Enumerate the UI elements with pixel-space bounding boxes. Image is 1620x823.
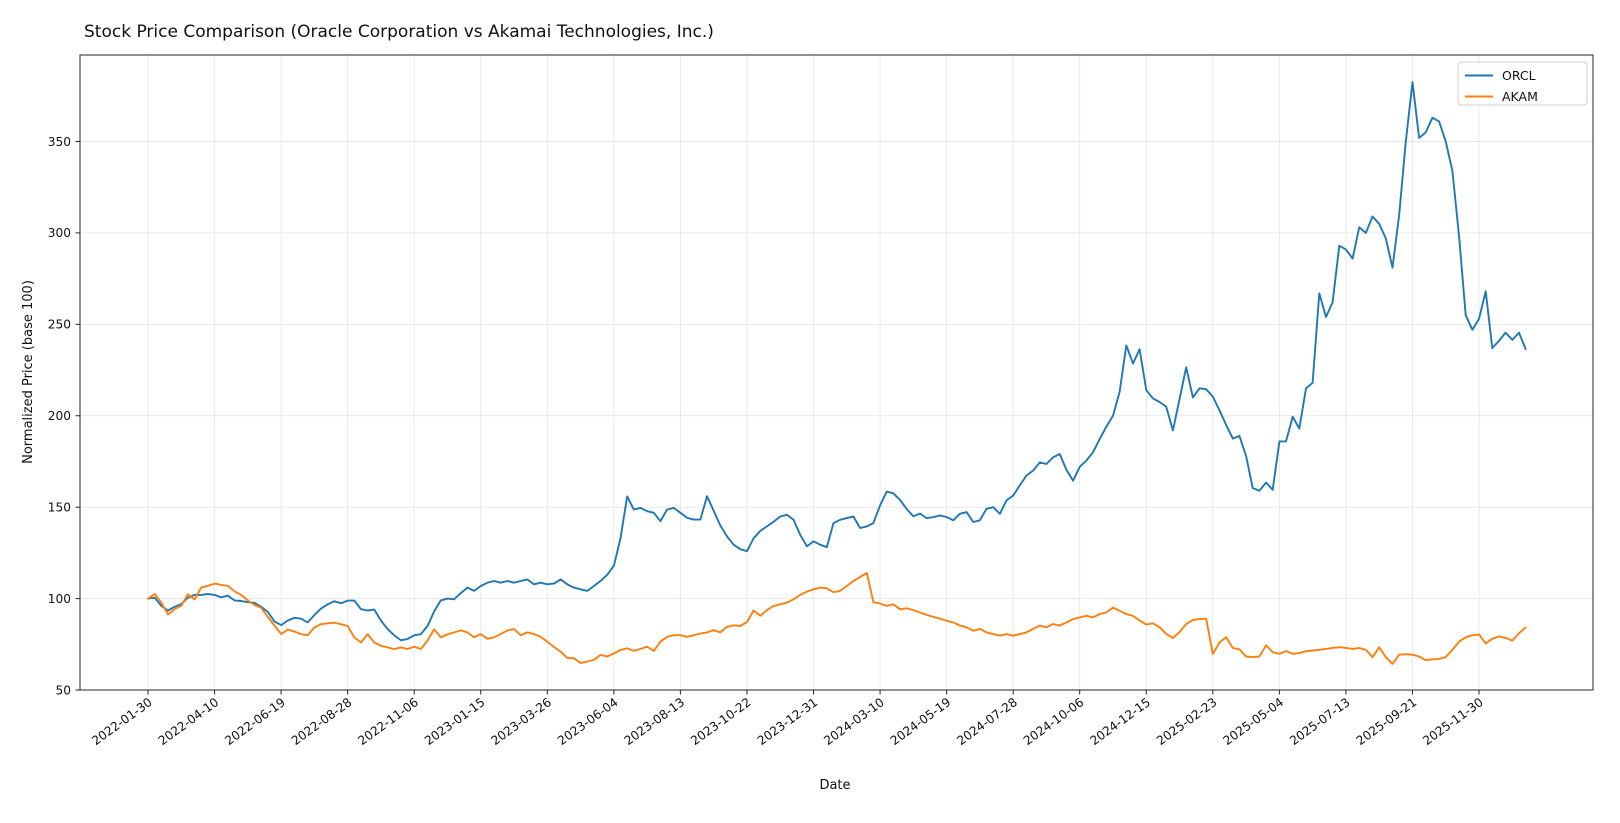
- legend: ORCL AKAM: [1457, 61, 1588, 106]
- x-tick-label: 2024-10-06: [1021, 695, 1087, 748]
- x-tick-label: 2023-08-13: [622, 695, 688, 748]
- y-tick-label: 350: [48, 135, 71, 149]
- x-tick-label: 2025-07-13: [1287, 695, 1353, 748]
- legend-item-orcl: ORCL: [1465, 68, 1536, 83]
- axes-background: [80, 55, 1593, 690]
- x-tick-label: 2024-03-10: [821, 695, 887, 748]
- y-tick-label: 250: [48, 318, 71, 332]
- plot-frame: [79, 54, 1594, 691]
- series-line-akam: [147, 572, 1527, 665]
- chart-title: Stock Price Comparison (Oracle Corporati…: [84, 22, 714, 42]
- x-tick-label: 2025-02-23: [1154, 695, 1220, 748]
- legend-box: [1457, 61, 1588, 106]
- legend-label-akam: AKAM: [1502, 89, 1538, 104]
- plot-area: 50 100 150 200 250 300 350 2022-01-30 2022-04-10…: [48, 54, 1594, 748]
- x-tick-label: 2025-11-30: [1420, 695, 1486, 748]
- x-tick-label: 2022-04-10: [156, 695, 222, 748]
- y-tick-label: 300: [48, 226, 71, 240]
- y-axis-label: Normalized Price (base 100): [21, 280, 36, 464]
- x-tick-label: 2025-05-04: [1221, 695, 1287, 748]
- x-tick-label: 2023-12-31: [755, 695, 821, 748]
- x-tick-label: 2022-11-06: [355, 695, 421, 748]
- legend-item-akam: AKAM: [1465, 89, 1538, 104]
- y-tick-label: 150: [48, 500, 71, 514]
- x-tick-label: 2022-01-30: [89, 695, 155, 748]
- legend-label-orcl: ORCL: [1502, 68, 1536, 83]
- x-tick-label: 2022-08-28: [289, 695, 355, 748]
- x-tick-label: 2023-03-26: [489, 695, 555, 748]
- x-tick-label: 2023-06-04: [555, 695, 621, 748]
- y-tick-label: 100: [48, 592, 71, 606]
- x-tick-label: 2023-10-22: [688, 695, 754, 748]
- x-tick-label: 2022-06-19: [222, 695, 288, 748]
- ticks: [75, 141, 1480, 695]
- x-tick-label: 2023-01-15: [422, 695, 488, 748]
- x-tick-label: 2024-07-28: [954, 695, 1020, 748]
- x-tick-label: 2024-12-15: [1087, 695, 1153, 748]
- series-line-orcl: [147, 81, 1527, 642]
- y-tick-label: 50: [55, 683, 71, 697]
- x-axis-label: Date: [819, 778, 850, 793]
- y-tick-label: 200: [48, 409, 71, 423]
- x-tick-label: 2025-09-21: [1354, 695, 1420, 748]
- x-tick-label: 2024-05-19: [888, 695, 954, 748]
